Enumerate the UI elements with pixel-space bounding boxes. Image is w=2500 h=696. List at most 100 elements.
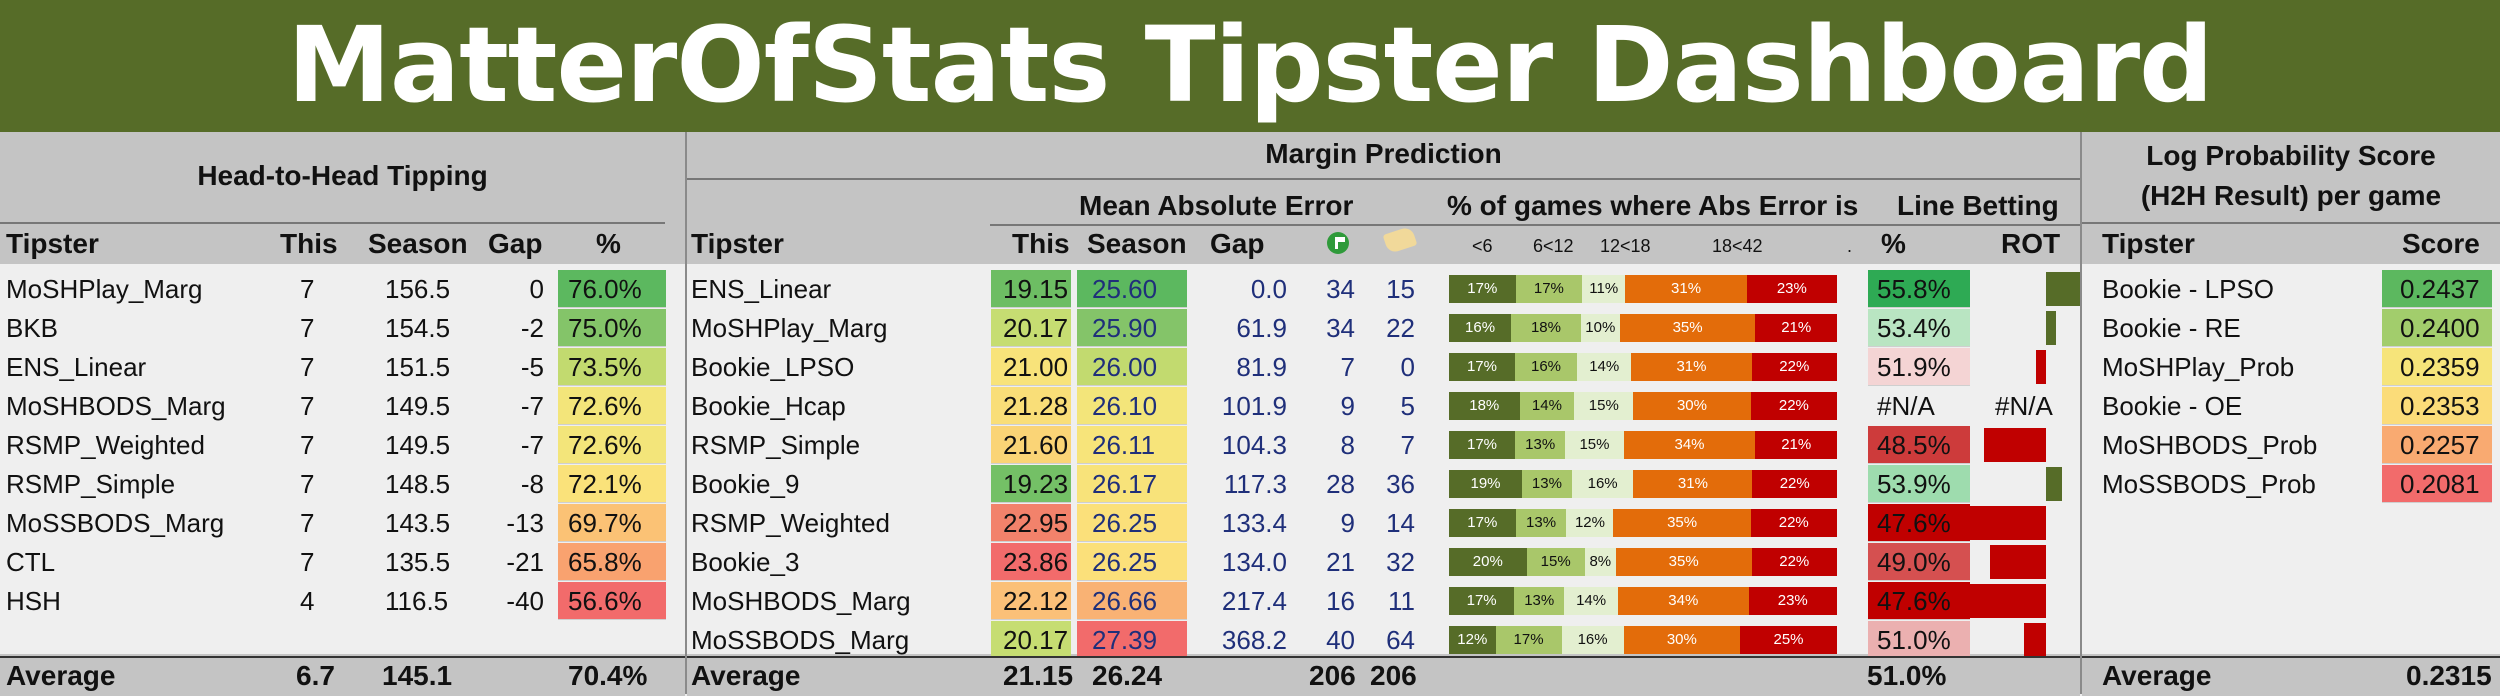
dist-segment: 21% — [1755, 314, 1837, 342]
mae-this: 20.17 — [1003, 625, 1069, 655]
margin-average-c6: 206 — [1370, 660, 1417, 691]
logprob-score-cell — [2382, 426, 2492, 464]
rot-bar — [2046, 467, 2062, 501]
h2h-this: 7 — [300, 469, 315, 499]
h2h-tipster: MoSHBODS_Marg — [6, 391, 226, 421]
h2h-this: 7 — [300, 274, 315, 304]
h2h-tipster: MoSSBODS_Marg — [6, 508, 225, 538]
h2h-gap: -2 — [520, 313, 544, 343]
h2h-gap: -7 — [520, 430, 544, 460]
logprob-score: 0.2353 — [2400, 391, 2480, 421]
h2h-pct-cell — [558, 504, 666, 542]
h2h-season: 143.5 — [385, 508, 451, 538]
logprob-score: 0.2400 — [2400, 313, 2480, 343]
h2h-season: 151.5 — [385, 352, 451, 382]
line-col-rot: ROT — [2001, 228, 2061, 259]
mae-season-cell — [1077, 348, 1187, 386]
rot-bar — [1990, 545, 2046, 579]
dist-segment: 16% — [1561, 626, 1624, 654]
mae-c6: 36 — [1386, 469, 1415, 499]
mae-c6: 64 — [1386, 625, 1415, 655]
mae-season: 27.39 — [1092, 625, 1158, 655]
dashboard-title: MatterOfStats Tipster Dashboard — [0, 0, 2500, 132]
margin-section-title: Margin Prediction — [1265, 138, 1502, 169]
dist-segment: 20% — [1449, 548, 1527, 576]
h2h-this: 7 — [300, 430, 315, 460]
error-distribution-bar: 20% 15% 8% 35% 22% — [1449, 548, 1837, 576]
dist-segment: 23% — [1748, 587, 1837, 615]
mae-this-cell — [991, 348, 1071, 386]
logprob-tipster: Bookie - LPSO — [2102, 274, 2274, 304]
h2h-pct: 76.0% — [568, 274, 642, 304]
h2h-season: 148.5 — [385, 469, 451, 499]
mae-c5: 16 — [1326, 586, 1355, 616]
h2h-tipster: HSH — [6, 586, 61, 616]
mae-this-cell — [991, 309, 1071, 347]
h2h-average-row: Average 6.7 145.1 70.4% — [0, 656, 685, 696]
dist-segment: 35% — [1613, 509, 1751, 537]
logprob-average-label: Average — [2102, 660, 2212, 691]
dist-segment: 16% — [1449, 314, 1512, 342]
h2h-pct: 56.6% — [568, 586, 642, 616]
mae-gap: 101.9 — [1221, 391, 1287, 421]
h2h-gap: 0 — [529, 274, 544, 304]
mae-title: Mean Absolute Error — [1079, 190, 1354, 221]
mae-c5: 21 — [1326, 547, 1355, 577]
logprob-tipster: MoSHBODS_Prob — [2102, 430, 2318, 460]
rot-bar — [1984, 428, 2046, 462]
mae-season: 26.17 — [1092, 469, 1158, 499]
mae-season-cell — [1077, 543, 1187, 581]
line-pct-cell — [1868, 348, 1970, 386]
h2h-gap: -21 — [506, 547, 544, 577]
h2h-pct: 73.5% — [568, 352, 642, 382]
mae-season: 26.10 — [1092, 391, 1158, 421]
mae-gap: 368.2 — [1221, 625, 1287, 655]
mae-this-cell — [991, 426, 1071, 464]
margin-average-pct: 51.0% — [1867, 660, 1947, 691]
mae-gap: 133.4 — [1221, 508, 1287, 538]
dist-segment: 31% — [1631, 353, 1752, 381]
error-distribution-bar: 17% 17% 11% 31% 23% — [1449, 275, 1837, 303]
panel-divider-1 — [685, 132, 687, 694]
h2h-season: 116.5 — [385, 586, 449, 616]
margin-subheader-rule — [990, 224, 2080, 226]
dist-segment: 17% — [1495, 626, 1562, 654]
h2h-this: 7 — [300, 508, 315, 538]
dist-segment: 19% — [1449, 470, 1522, 498]
panel-divider-2 — [2080, 132, 2082, 694]
margin-average-label: Average — [691, 660, 801, 691]
rot-bar — [1970, 506, 2046, 540]
logprob-score: 0.2081 — [2400, 469, 2480, 499]
dist-segment: 22% — [1750, 509, 1837, 537]
mae-gap: 217.4 — [1221, 586, 1287, 616]
mae-this: 22.95 — [1003, 508, 1069, 538]
dist-segment: 18% — [1449, 392, 1520, 420]
margin-tipster: MoSHBODS_Marg — [691, 586, 911, 616]
logprob-tipster: Bookie - RE — [2102, 313, 2241, 343]
h2h-section-title: Head-to-Head Tipping — [197, 160, 488, 191]
h2h-season: 154.5 — [385, 313, 451, 343]
logprob-average-row: Average 0.2315 — [2082, 656, 2500, 696]
rot-bar — [1970, 584, 2046, 618]
h2h-tipster: CTL — [6, 547, 56, 577]
line-col-pct: % — [1881, 228, 1906, 259]
line-pct: 53.4% — [1877, 313, 1951, 343]
mae-season-cell — [1077, 309, 1187, 347]
rot-bar — [2046, 311, 2056, 345]
h2h-pct-cell — [558, 426, 666, 464]
mae-season: 26.25 — [1092, 508, 1158, 538]
h2h-tipster: BKB — [6, 313, 59, 343]
dist-label: 6<12 — [1533, 236, 1574, 256]
logprob-score-cell — [2382, 387, 2492, 425]
line-pct-cell — [1868, 270, 1970, 308]
dist-segment: 13% — [1515, 509, 1567, 537]
mae-season: 25.90 — [1092, 313, 1158, 343]
dist-label: 18<42 — [1712, 236, 1763, 256]
line-pct-cell — [1868, 582, 1970, 620]
h2h-average-label: Average — [6, 660, 116, 691]
h2h-col-season: Season — [368, 228, 468, 259]
h2h-col-this: This — [280, 228, 338, 259]
h2h-this: 7 — [300, 352, 315, 382]
margin-average-this: 21.15 — [1003, 660, 1074, 691]
mae-c5: 7 — [1340, 352, 1355, 382]
